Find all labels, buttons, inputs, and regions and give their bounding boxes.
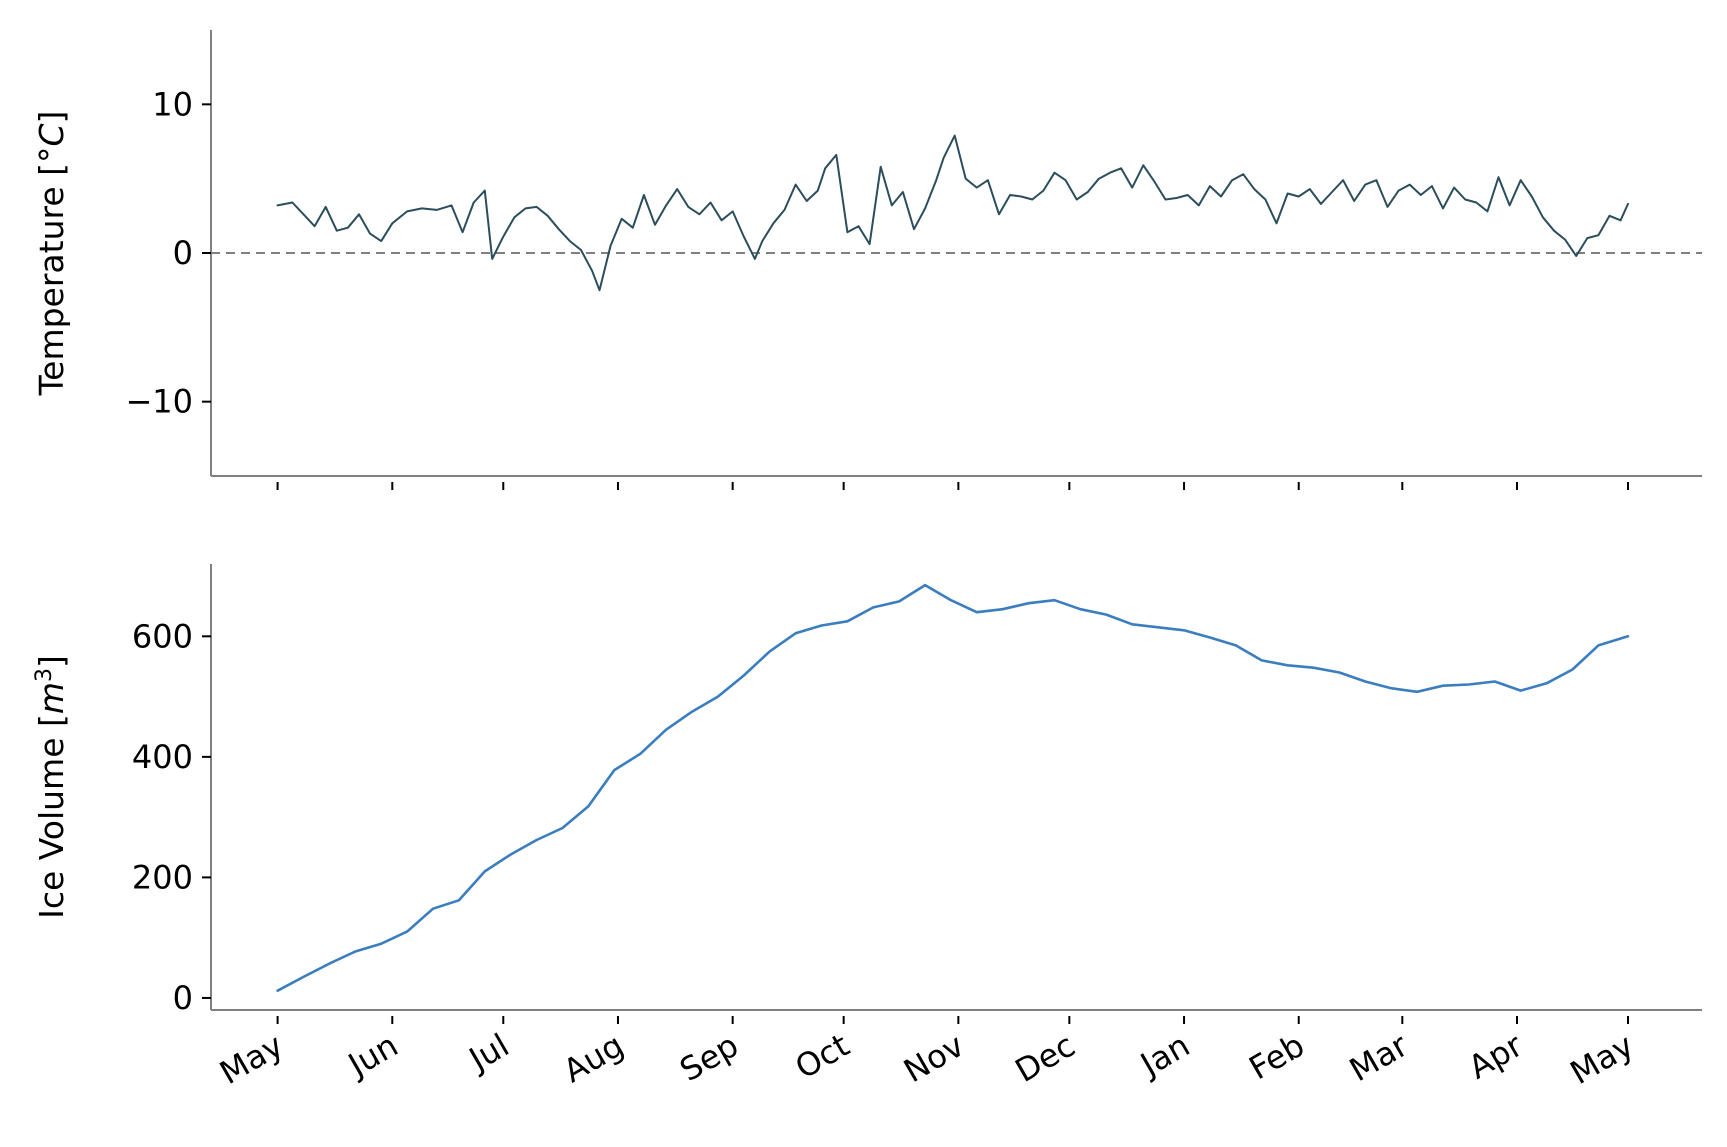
- temperature-y-axis-label: Temperature [°C]: [32, 111, 71, 397]
- ice-volume-y-tick-label: 600: [132, 617, 193, 655]
- ice-volume-y-tick-label: 400: [132, 738, 193, 776]
- temperature-y-tick-label: −10: [125, 383, 193, 421]
- temperature-series: [276, 134, 1629, 292]
- temperature-y-axis-label-text: Temperature [°: [32, 147, 71, 397]
- temperature-panel: 10 0 −10 Temperature [°C]: [32, 30, 1702, 490]
- temperature-line-0: [276, 134, 1629, 292]
- ice-volume-y-tick-label: 0: [173, 979, 193, 1017]
- temperature-x-ticks: [276, 482, 1630, 490]
- ice-volume-y-tick-label: 200: [132, 858, 193, 896]
- ice-volume-y-axis-label: Ice Volume [m3]: [32, 655, 71, 919]
- ice-volume-series: [276, 583, 1630, 993]
- temperature-y-axis-label-close: ]: [32, 111, 71, 124]
- temperature-y-axis-label-unit: C: [32, 123, 71, 146]
- ice-volume-line-0: [276, 583, 1630, 993]
- ice-volume-y-axis-label-text: Ice Volume [: [32, 714, 71, 919]
- ice-volume-y-axis-label-unit: m: [32, 682, 71, 714]
- temperature-y-ticks: 10 0 −10: [125, 85, 211, 421]
- temperature-y-tick-label: 10: [152, 85, 193, 123]
- temperature-y-tick-label: 0: [173, 234, 193, 272]
- ice-volume-y-axis-label-close: ]: [32, 655, 71, 668]
- ice-volume-y-ticks: 0 200 400 600: [132, 617, 211, 1017]
- ice-volume-y-axis-label-power: 3: [32, 668, 57, 682]
